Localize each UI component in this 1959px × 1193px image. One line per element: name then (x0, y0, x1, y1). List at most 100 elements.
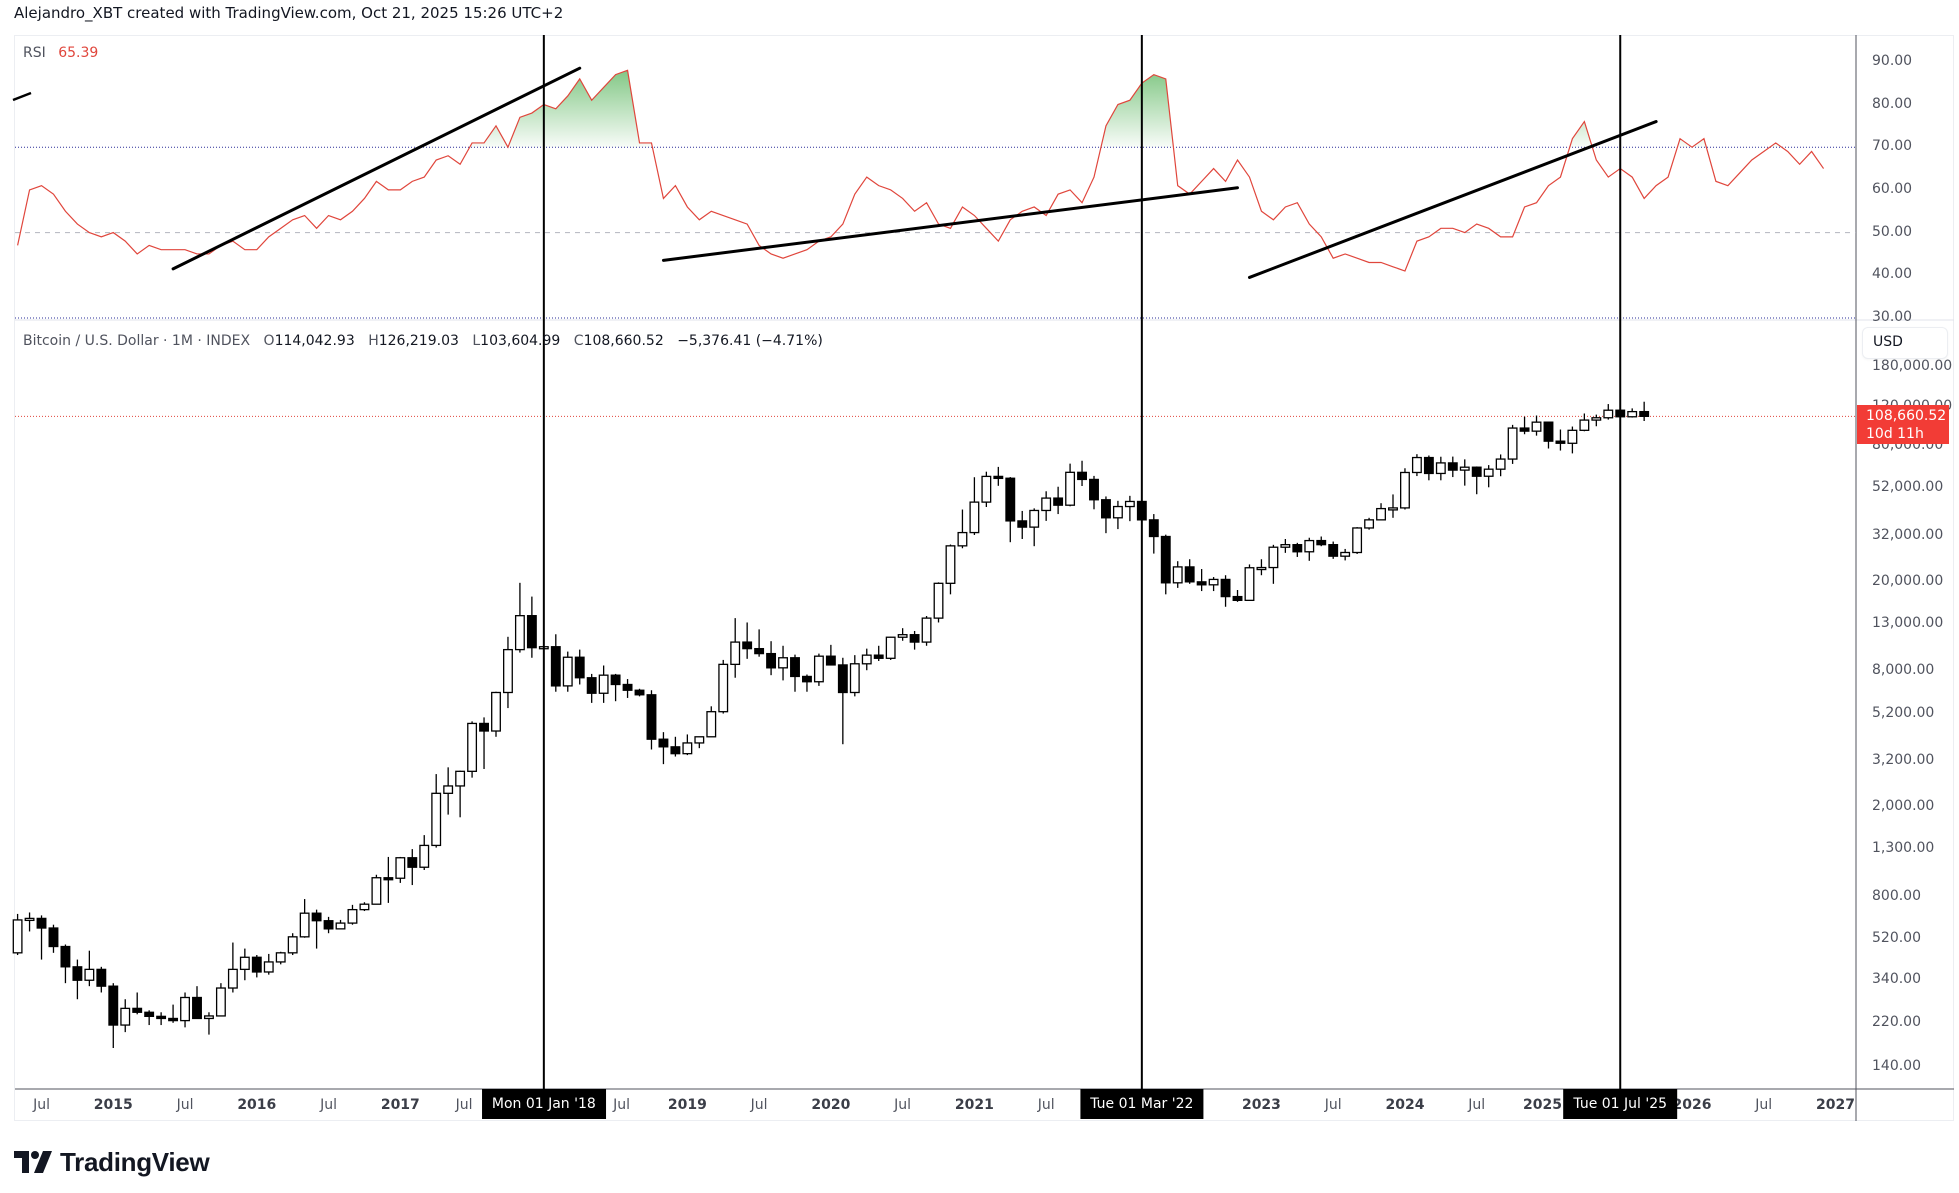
rsi-line[interactable] (17, 69, 1825, 272)
candle-body[interactable] (1065, 471, 1076, 506)
candle-body[interactable] (132, 1007, 143, 1013)
candle-body[interactable] (562, 656, 573, 687)
candle-body[interactable] (1077, 471, 1087, 481)
candle-body[interactable] (658, 738, 669, 748)
candle-body[interactable] (969, 501, 980, 534)
candle-body[interactable] (180, 996, 190, 1022)
candle-body[interactable] (1184, 566, 1195, 583)
candle-body[interactable] (1017, 520, 1028, 528)
candle-body[interactable] (275, 952, 286, 963)
candle-body[interactable] (1328, 544, 1339, 557)
candle-body[interactable] (1471, 466, 1482, 477)
candle-body[interactable] (1388, 507, 1398, 511)
candle-body[interactable] (1172, 566, 1183, 584)
candle-body[interactable] (897, 634, 908, 638)
candle-body[interactable] (921, 617, 932, 643)
candle-body[interactable] (1519, 427, 1530, 432)
rsi-trendline[interactable] (171, 66, 582, 271)
candle-body[interactable] (1268, 546, 1279, 569)
candle-body[interactable] (1639, 410, 1650, 418)
candle-body[interactable] (646, 694, 657, 740)
candle-body[interactable] (347, 908, 358, 924)
candle-body[interactable] (383, 877, 394, 881)
candle-body[interactable] (813, 655, 824, 683)
candle-body[interactable] (323, 920, 334, 930)
candle-body[interactable] (634, 689, 645, 696)
candle-body[interactable] (1220, 578, 1231, 598)
candle-body[interactable] (1567, 429, 1578, 444)
candle-body[interactable] (1041, 497, 1052, 512)
candle-body[interactable] (1112, 505, 1123, 519)
candle-body[interactable] (849, 663, 860, 694)
candle-body[interactable] (120, 1007, 131, 1026)
candle-body[interactable] (227, 968, 238, 989)
candle-body[interactable] (1196, 581, 1207, 586)
candle-body[interactable] (1376, 507, 1386, 521)
candle-body[interactable] (957, 531, 968, 547)
candle-body[interactable] (24, 917, 35, 922)
candle-body[interactable] (1160, 535, 1171, 584)
candle-body[interactable] (311, 912, 322, 922)
candle-body[interactable] (1400, 471, 1410, 509)
candle-body[interactable] (36, 917, 47, 929)
candle-body[interactable] (1423, 456, 1434, 475)
rsi-trendline[interactable] (661, 186, 1240, 262)
rsi-legend[interactable]: RSI 65.39 (23, 45, 98, 61)
candle-body[interactable] (335, 922, 346, 930)
candle-body[interactable] (407, 857, 418, 868)
candle-body[interactable] (1579, 419, 1590, 431)
candle-body[interactable] (742, 641, 753, 650)
candle-body[interactable] (1101, 499, 1111, 519)
candle-body[interactable] (479, 722, 489, 732)
candle-body[interactable] (84, 968, 95, 981)
candle-body[interactable] (263, 961, 274, 973)
candle-body[interactable] (885, 636, 896, 659)
candle-body[interactable] (395, 857, 406, 879)
candle-body[interactable] (1304, 539, 1315, 553)
candle-body[interactable] (1591, 417, 1602, 421)
candle-body[interactable] (192, 996, 202, 1020)
candle-body[interactable] (96, 968, 107, 987)
candle-body[interactable] (1447, 462, 1458, 471)
candle-body[interactable] (419, 844, 430, 868)
candle-body[interactable] (837, 664, 848, 694)
candle-body[interactable] (610, 674, 621, 686)
candle-body[interactable] (1005, 477, 1016, 522)
candle-body[interactable] (215, 987, 226, 1017)
candle-body[interactable] (1603, 409, 1614, 419)
candle-body[interactable] (12, 919, 23, 954)
candle-body[interactable] (694, 736, 705, 744)
candle-body[interactable] (48, 927, 59, 948)
candle-body[interactable] (204, 1015, 214, 1020)
candle-body[interactable] (1495, 458, 1506, 470)
candle-body[interactable] (1352, 527, 1363, 554)
candle-body[interactable] (443, 785, 454, 794)
candle-body[interactable] (1053, 497, 1064, 506)
tradingview-logo[interactable]: TradingView (14, 1144, 210, 1180)
candle-body[interactable] (108, 985, 119, 1026)
candle-body[interactable] (1483, 468, 1494, 477)
candle-body[interactable] (1124, 500, 1135, 508)
candle-body[interactable] (1531, 421, 1542, 432)
candle-body[interactable] (467, 722, 478, 772)
candle-body[interactable] (60, 945, 71, 968)
candle-body[interactable] (622, 683, 633, 691)
candle-body[interactable] (526, 615, 537, 649)
candle-body[interactable] (156, 1015, 167, 1020)
candle-body[interactable] (1627, 410, 1638, 418)
candle-body[interactable] (431, 792, 442, 847)
candle-body[interactable] (790, 657, 800, 678)
candle-body[interactable] (933, 582, 944, 619)
candle-body[interactable] (682, 742, 693, 755)
candle-body[interactable] (1507, 427, 1518, 460)
candle-body[interactable] (371, 877, 382, 905)
candle-body[interactable] (586, 677, 597, 694)
candle-body[interactable] (299, 912, 310, 938)
candle-body[interactable] (287, 936, 298, 954)
candle-body[interactable] (1089, 478, 1099, 501)
candle-body[interactable] (802, 675, 812, 683)
candle-body[interactable] (1555, 440, 1566, 444)
candle-body[interactable] (1411, 456, 1422, 474)
candle-body[interactable] (455, 770, 466, 787)
candle-body[interactable] (251, 956, 262, 973)
